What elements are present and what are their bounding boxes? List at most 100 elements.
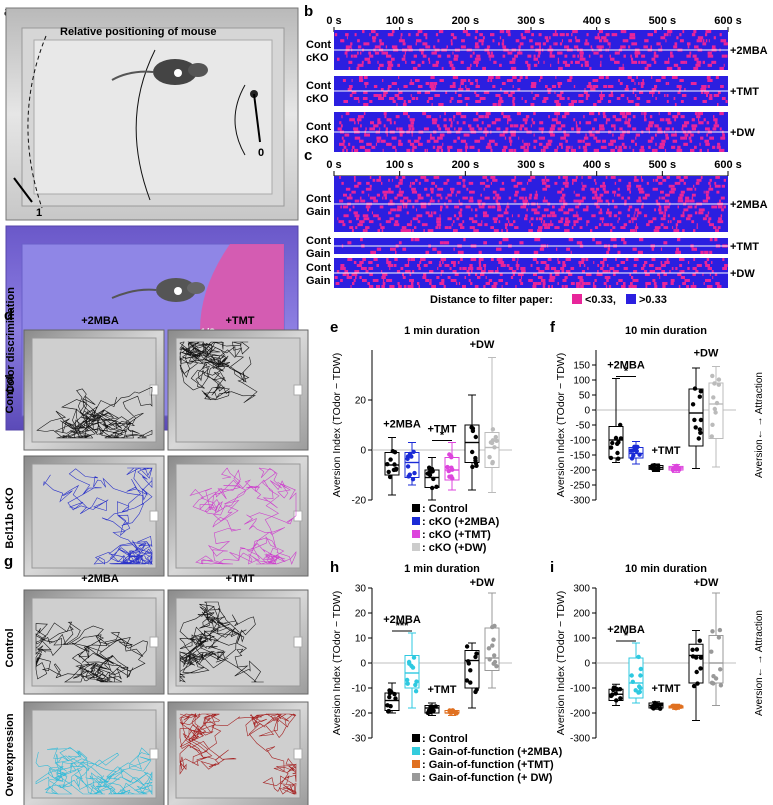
raster-near-segment <box>447 217 452 221</box>
raster-near-segment <box>564 184 569 188</box>
raster-near-segment <box>623 282 626 285</box>
raster-near-segment <box>391 136 397 140</box>
raster-near-segment <box>661 270 665 273</box>
raster-near-segment <box>429 136 435 140</box>
data-point <box>446 468 451 474</box>
raster-near-segment <box>425 279 430 282</box>
raster-near-segment <box>646 181 649 185</box>
raster-near-segment <box>601 36 607 40</box>
raster-near-segment <box>530 217 534 221</box>
raster-near-segment <box>423 33 428 37</box>
raster-near-segment <box>467 267 474 270</box>
raster-near-segment <box>438 30 444 34</box>
raster-near-segment <box>379 127 381 131</box>
raster-near-segment <box>464 145 469 149</box>
raster-near-segment <box>407 285 414 288</box>
raster-near-segment <box>694 211 698 215</box>
raster-near-segment <box>503 91 509 94</box>
raster-near-segment <box>660 247 663 251</box>
raster-near-segment <box>676 148 683 152</box>
raster-near-segment <box>708 217 712 221</box>
raster-near-segment <box>376 139 380 143</box>
raster-near-segment <box>503 145 508 149</box>
raster-near-segment <box>439 208 442 212</box>
raster-near-segment <box>465 142 468 146</box>
raster-near-segment <box>618 66 625 70</box>
data-point <box>487 454 492 460</box>
raster-near-segment <box>470 270 473 273</box>
raster-near-segment <box>627 187 631 191</box>
raster-near-segment <box>600 91 603 94</box>
raster-near-segment <box>562 60 568 64</box>
time-tick-label: 0 s <box>326 159 341 171</box>
raster-near-segment <box>512 57 516 61</box>
data-point <box>487 657 492 662</box>
raster-near-segment <box>389 267 391 270</box>
data-point <box>492 659 498 665</box>
data-point <box>431 476 436 482</box>
raster-near-segment <box>431 181 435 185</box>
raster-near-segment <box>465 103 468 106</box>
raster-near-segment <box>562 193 566 197</box>
y-tick-label: 10 <box>355 634 367 645</box>
raster-near-segment <box>468 181 474 185</box>
raster-near-segment <box>581 282 586 285</box>
raster-near-segment <box>660 261 663 264</box>
raster-near-segment <box>671 127 674 131</box>
raster-near-segment <box>707 220 711 224</box>
raster-near-segment <box>397 282 400 285</box>
raster-near-segment <box>687 267 690 270</box>
raster-near-segment <box>565 258 571 261</box>
raster-near-segment <box>602 187 606 191</box>
raster-near-segment <box>428 60 431 64</box>
raster-near-segment <box>483 241 487 245</box>
raster-near-segment <box>667 82 670 85</box>
raster-near-segment <box>510 142 512 146</box>
raster-near-segment <box>347 88 352 91</box>
raster-near-segment <box>571 145 573 149</box>
raster-near-segment <box>398 181 403 185</box>
raster-near-segment <box>705 214 709 218</box>
raster-condition-label: +TMT <box>730 241 759 253</box>
time-tick-label: 500 s <box>649 159 677 171</box>
raster-near-segment <box>436 223 442 227</box>
raster-near-segment <box>447 148 450 152</box>
raster-near-segment <box>512 100 515 103</box>
raster-near-segment <box>382 148 384 152</box>
raster-near-segment <box>394 94 400 97</box>
raster-near-segment <box>610 223 613 227</box>
raster-near-segment <box>423 229 425 232</box>
raster-near-segment <box>535 42 541 46</box>
raster-near-segment <box>691 127 696 131</box>
raster-near-segment <box>576 285 580 288</box>
raster-near-segment <box>599 127 605 131</box>
panel-g-track-grid <box>23 589 309 805</box>
raster-near-segment <box>707 85 710 88</box>
raster-near-segment <box>586 85 593 88</box>
raster-near-segment <box>678 88 682 91</box>
raster-near-segment <box>357 121 359 125</box>
raster-near-segment <box>469 264 473 267</box>
raster-near-segment <box>547 91 551 94</box>
raster-near-segment <box>635 136 637 140</box>
raster-near-segment <box>463 181 465 185</box>
raster-near-segment <box>584 60 589 64</box>
raster-near-segment <box>411 181 415 185</box>
raster-near-segment <box>458 223 463 227</box>
raster-near-segment <box>687 45 690 49</box>
raster-near-segment <box>520 282 524 285</box>
raster-near-segment <box>545 85 548 88</box>
raster-near-segment <box>340 39 345 43</box>
raster-near-segment <box>670 187 676 191</box>
raster-near-segment <box>348 142 351 146</box>
raster-near-segment <box>641 205 644 209</box>
significance-mark: * <box>624 630 629 642</box>
raster-near-segment <box>625 258 629 261</box>
data-point <box>608 455 614 461</box>
raster-near-segment <box>508 148 514 152</box>
raster-near-segment <box>602 181 605 185</box>
raster-near-segment <box>677 199 684 203</box>
raster-near-segment <box>575 282 581 285</box>
raster-near-segment <box>702 199 709 203</box>
